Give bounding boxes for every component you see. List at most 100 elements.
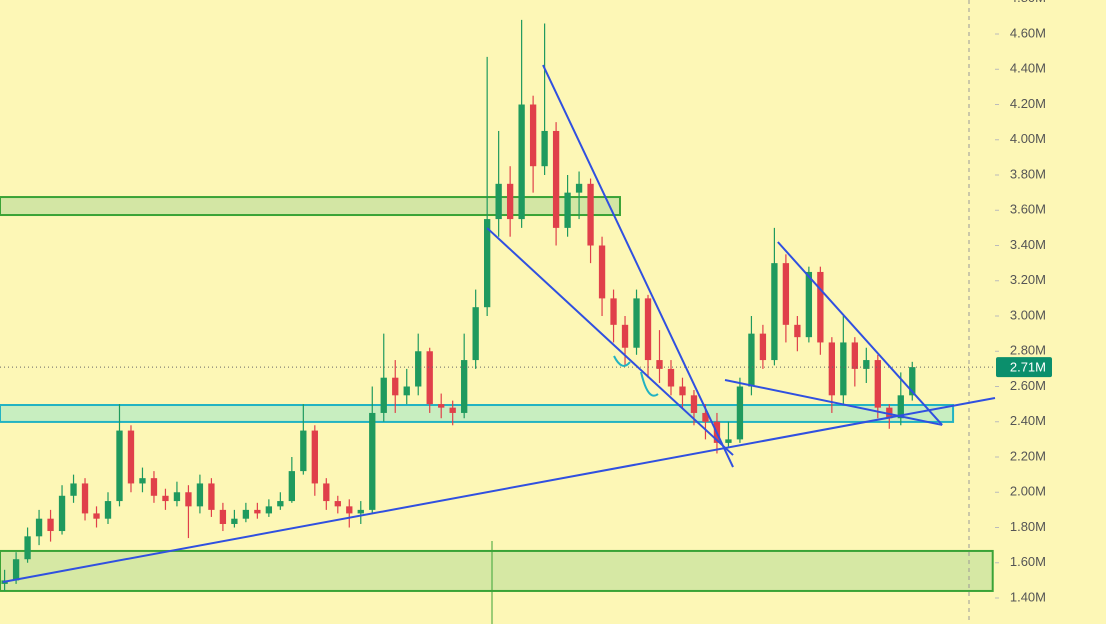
- drawing: [613, 355, 631, 367]
- candle-body: [35, 518, 43, 537]
- candle-body: [805, 271, 813, 338]
- candle-body: [334, 501, 341, 507]
- candle-body: [506, 183, 514, 220]
- candle-body: [656, 360, 663, 369]
- candle-body: [874, 360, 881, 408]
- candle-body: [288, 471, 295, 502]
- candle-body: [24, 536, 31, 560]
- candle-body: [886, 407, 893, 419]
- y-tick-label: 4.00M: [1010, 131, 1046, 146]
- candle-body: [392, 377, 399, 396]
- candle-body: [196, 483, 204, 507]
- candle-body: [403, 386, 410, 396]
- candle-body: [736, 386, 744, 440]
- y-tick-label: 4.40M: [1010, 61, 1046, 76]
- candle-body: [771, 263, 778, 361]
- candle-body: [139, 478, 146, 484]
- candle-body: [12, 559, 20, 581]
- candle-body: [357, 509, 364, 514]
- y-tick-label: 3.40M: [1010, 237, 1046, 252]
- candle-body: [644, 298, 652, 361]
- y-tick-label: 4.80M: [1010, 0, 1046, 5]
- candle-body: [47, 518, 54, 532]
- y-tick-label: 2.60M: [1010, 378, 1046, 393]
- y-tick-label: 2.40M: [1010, 413, 1046, 428]
- candle-body: [346, 506, 353, 514]
- y-tick-label: 2.20M: [1010, 448, 1046, 463]
- trendline: [2, 396, 996, 583]
- candle-body: [851, 342, 858, 369]
- candle-body: [575, 183, 583, 193]
- candle-body: [277, 501, 284, 507]
- candle-body: [265, 506, 273, 514]
- y-tick-label: 2.80M: [1010, 343, 1046, 358]
- candle-body: [518, 104, 525, 220]
- drawing: [640, 371, 659, 397]
- candle-body: [828, 342, 836, 396]
- candle-body: [529, 104, 537, 167]
- candle-body: [208, 483, 215, 510]
- zone: [0, 549, 994, 592]
- candle-body: [909, 367, 916, 396]
- candle-body: [127, 430, 135, 484]
- candle-body: [667, 368, 675, 387]
- candle-body: [461, 360, 468, 413]
- candle-body: [679, 386, 686, 396]
- candle-body: [610, 298, 617, 325]
- candle-body: [817, 271, 824, 343]
- candle-body: [58, 495, 66, 532]
- candle-body: [483, 219, 491, 308]
- candle-body: [162, 495, 169, 502]
- y-tick-label: 4.20M: [1010, 96, 1046, 111]
- y-tick-label: 4.60M: [1010, 25, 1046, 40]
- y-tick-label: 1.60M: [1010, 554, 1046, 569]
- candle-body: [185, 492, 192, 507]
- candle-body: [438, 404, 445, 408]
- candle-body: [116, 430, 123, 502]
- candle-body: [840, 342, 847, 396]
- y-tick-label: 3.80M: [1010, 166, 1046, 181]
- candle-body: [219, 509, 227, 524]
- candle-body: [415, 351, 422, 387]
- candle-body: [449, 407, 456, 413]
- candle-body: [897, 395, 904, 419]
- candle-body: [564, 192, 571, 228]
- candle-body: [702, 412, 709, 422]
- candle-body: [759, 333, 767, 361]
- zone: [0, 404, 955, 423]
- candle-body: [748, 333, 755, 387]
- candle-body: [81, 483, 89, 514]
- candle-body: [587, 183, 594, 246]
- y-tick-label: 3.20M: [1010, 272, 1046, 287]
- trendline: [724, 379, 943, 426]
- candle-body: [633, 298, 640, 348]
- y-tick-label: 2.00M: [1010, 484, 1046, 499]
- y-tick-label: 3.60M: [1010, 202, 1046, 217]
- last-price-label: 2.71M: [1010, 360, 1046, 375]
- candle-body: [794, 324, 801, 338]
- candle-body: [300, 430, 307, 472]
- candle-body: [173, 492, 181, 502]
- candle-body: [323, 483, 330, 502]
- candle-body: [104, 501, 112, 519]
- candle-body: [552, 130, 560, 228]
- candle-body: [863, 360, 870, 369]
- candle-body: [150, 478, 158, 496]
- candle-body: [725, 439, 732, 443]
- candle-body: [70, 483, 77, 496]
- y-tick-label: 1.40M: [1010, 589, 1046, 604]
- last-price-badge: [996, 357, 1052, 378]
- y-tick-label: 3.00M: [1010, 307, 1046, 322]
- candle-body: [369, 412, 376, 510]
- candle-body: [242, 509, 250, 519]
- candle-body: [426, 351, 433, 405]
- trendline: [486, 227, 734, 456]
- candle-body: [782, 263, 790, 325]
- trendline: [777, 241, 943, 426]
- candle-body: [598, 245, 606, 299]
- zone: [0, 196, 621, 217]
- candle-body: [231, 518, 238, 524]
- trendline: [542, 64, 734, 468]
